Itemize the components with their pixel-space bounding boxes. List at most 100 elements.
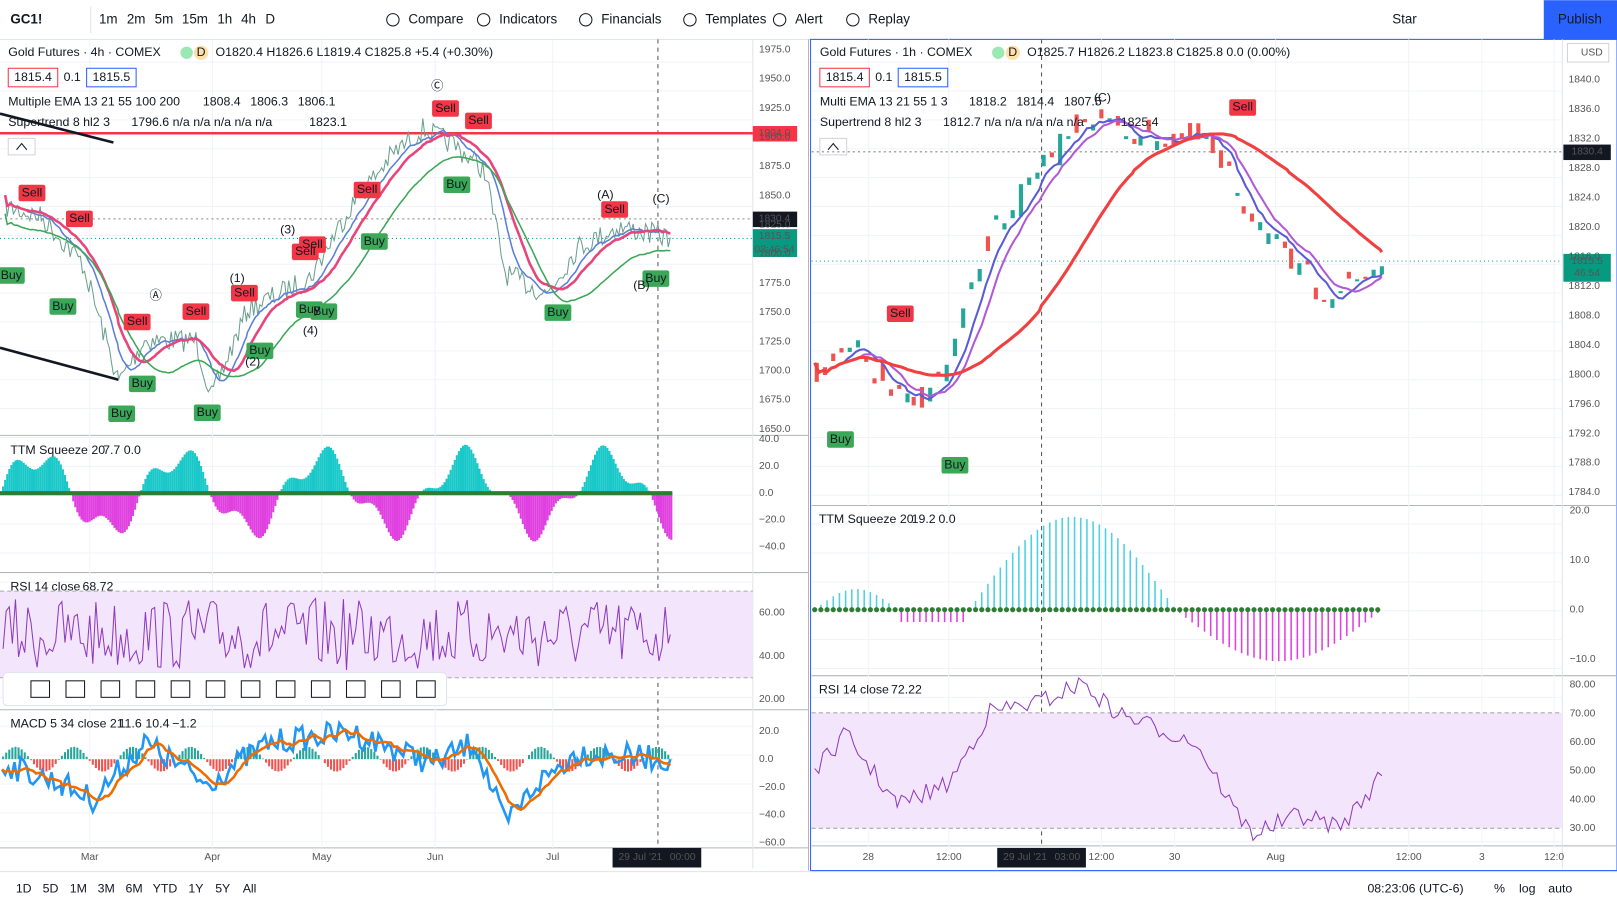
histogram-bar xyxy=(57,759,60,760)
toolbar-button[interactable]: Templates xyxy=(705,11,766,26)
histogram-bar xyxy=(472,453,475,494)
ema-label: Multiple EMA 13 21 55 100 200 xyxy=(8,95,180,109)
squeeze-dot xyxy=(1059,607,1065,613)
drawing-tool[interactable] xyxy=(170,680,191,698)
drawing-tool[interactable] xyxy=(416,680,436,698)
percent-toggle[interactable]: % xyxy=(1494,881,1505,895)
histogram-bar xyxy=(60,755,63,760)
histogram-bar xyxy=(156,759,159,771)
price-axis-label: 1808.0 xyxy=(1569,310,1601,321)
histogram-bar xyxy=(177,463,180,494)
histogram-bar xyxy=(596,450,599,494)
drawing-tool[interactable] xyxy=(205,680,226,698)
drawing-tool[interactable] xyxy=(310,680,331,698)
auto-toggle[interactable]: auto xyxy=(1548,881,1572,895)
histogram-bar xyxy=(493,756,497,760)
histogram-bar xyxy=(241,493,244,516)
toolbar-button[interactable]: Alert xyxy=(795,11,823,26)
histogram-bar xyxy=(92,493,95,519)
range-button[interactable]: 1M xyxy=(70,881,87,895)
histogram-bar xyxy=(643,484,646,494)
histogram-bar xyxy=(113,759,116,764)
drawing-tool[interactable] xyxy=(100,680,121,698)
interval-button[interactable]: 15m xyxy=(182,11,208,26)
ema-line xyxy=(813,132,1384,377)
drawing-tool[interactable] xyxy=(381,680,401,698)
histogram-bar xyxy=(20,749,23,760)
drawing-tool[interactable] xyxy=(30,680,51,698)
range-button[interactable]: 6M xyxy=(125,881,142,895)
histogram-bar xyxy=(123,493,126,533)
histogram-bar xyxy=(144,478,147,494)
drawing-tool[interactable] xyxy=(65,680,86,698)
ema-value: 1808.4 xyxy=(203,95,241,109)
ask-box xyxy=(897,67,949,88)
histogram-bar xyxy=(497,759,500,762)
drawing-tool[interactable] xyxy=(345,680,366,698)
squeeze-dot xyxy=(1288,607,1294,613)
candle xyxy=(1241,206,1246,214)
star-button[interactable]: Star xyxy=(1392,11,1417,26)
interval-button[interactable]: 4h xyxy=(241,11,256,26)
rsi-axis-label: 40.00 xyxy=(1570,794,1596,805)
histogram-bar xyxy=(565,493,568,499)
histogram-bar xyxy=(191,451,194,494)
interval-button[interactable]: 2m xyxy=(127,11,146,26)
histogram-bar xyxy=(2,486,5,494)
candle xyxy=(1066,136,1071,139)
publish-label[interactable]: Publish xyxy=(1558,11,1602,26)
histogram-bar xyxy=(327,446,330,494)
price-axis-label: 1800.0 xyxy=(1569,369,1601,380)
range-button[interactable]: 1D xyxy=(16,881,32,895)
histogram-bar xyxy=(30,469,33,494)
drawing-tool[interactable] xyxy=(135,680,156,698)
range-button[interactable]: All xyxy=(243,881,257,895)
histogram-bar xyxy=(305,477,308,494)
macd-line xyxy=(0,719,672,826)
squeeze-dot xyxy=(1368,607,1375,613)
histogram-bar xyxy=(63,475,66,494)
toolbar-button[interactable]: Financials xyxy=(601,11,662,26)
symbol[interactable]: GC1! xyxy=(10,11,42,26)
price-tag xyxy=(752,211,798,228)
toolbar-button[interactable]: Replay xyxy=(868,11,910,26)
signal-badge xyxy=(66,210,93,228)
interval-button[interactable]: 1m xyxy=(99,11,118,26)
histogram-bar xyxy=(189,450,192,494)
candle xyxy=(1227,161,1232,166)
histogram-bar xyxy=(393,493,396,541)
histogram-bar xyxy=(396,493,399,541)
range-button[interactable]: 3M xyxy=(98,881,115,895)
interval-button[interactable]: 5m xyxy=(155,11,174,26)
range-button[interactable]: 5Y xyxy=(215,881,230,895)
time-axis-label: 30 xyxy=(1169,852,1181,863)
squeeze-dot xyxy=(1102,607,1109,613)
histogram-bar xyxy=(290,477,293,494)
bid-box xyxy=(819,67,870,88)
drawing-tool[interactable] xyxy=(275,680,296,698)
toolbar-button[interactable]: Indicators xyxy=(499,11,557,26)
histogram-bar xyxy=(39,759,42,771)
collapse-button[interactable] xyxy=(819,137,848,156)
currency: USD xyxy=(1581,48,1603,59)
drawing-tool[interactable] xyxy=(240,680,261,698)
interval-button[interactable]: D xyxy=(265,11,275,26)
collapse-button[interactable] xyxy=(7,137,36,156)
squeeze-dot xyxy=(1356,607,1362,613)
range-button[interactable]: 5D xyxy=(43,881,59,895)
range-button[interactable]: 1Y xyxy=(188,881,203,895)
histogram-bar xyxy=(193,748,196,760)
toolbar-button[interactable]: Compare xyxy=(408,11,463,26)
publish-button[interactable] xyxy=(1543,0,1617,40)
candle xyxy=(1035,172,1040,179)
interval-button[interactable]: 1h xyxy=(217,11,232,26)
candle xyxy=(1218,150,1224,168)
histogram-bar xyxy=(387,493,390,533)
signal-label: Sell xyxy=(357,182,378,196)
range-button[interactable]: YTD xyxy=(153,881,178,895)
candle xyxy=(1163,143,1168,147)
histogram-bar xyxy=(422,746,425,760)
histogram-bar xyxy=(410,756,413,760)
candle xyxy=(855,340,861,348)
log-toggle[interactable]: log xyxy=(1519,881,1536,895)
